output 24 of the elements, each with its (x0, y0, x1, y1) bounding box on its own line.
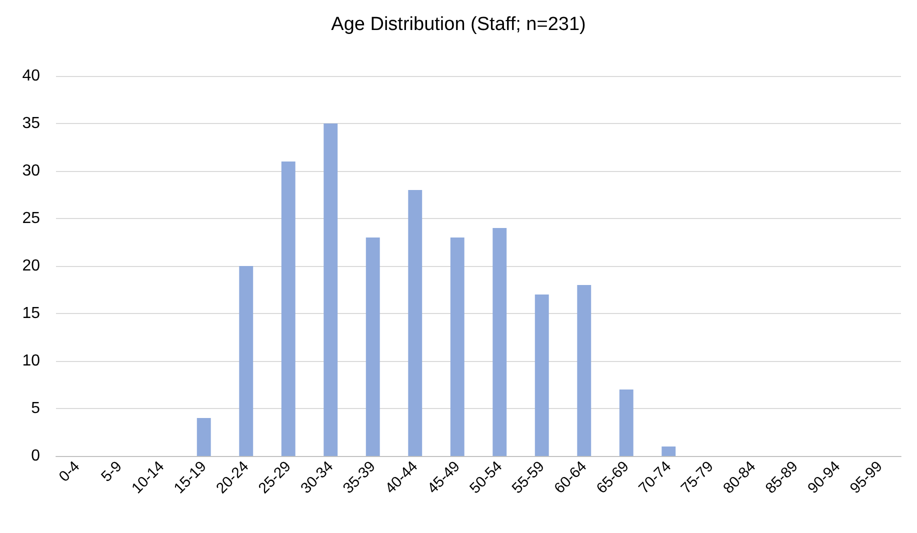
bar (324, 124, 338, 456)
bar (534, 294, 549, 456)
y-tick-label: 30 (22, 162, 40, 180)
y-tick-label: 20 (22, 258, 40, 274)
bar (492, 228, 507, 456)
bar (619, 390, 634, 456)
x-tick-label: 5-9 (98, 458, 126, 486)
y-tick-label: 40 (22, 68, 40, 84)
bar (577, 285, 592, 456)
bar (450, 238, 464, 456)
bar (662, 446, 676, 456)
bar (196, 418, 211, 456)
chart-title: Age Distribution (Staff; n=231) (331, 14, 586, 35)
y-tick-label: 5 (31, 400, 40, 417)
bar (281, 162, 296, 456)
y-tick-label: 15 (22, 305, 40, 322)
bar (408, 190, 422, 456)
y-tick-label: 10 (22, 352, 40, 370)
y-tick-label: 35 (22, 115, 40, 132)
bar (239, 266, 254, 456)
y-tick-label: 0 (31, 448, 40, 464)
x-tick-label: 0-4 (56, 458, 84, 486)
bar (366, 238, 380, 456)
y-tick-label: 25 (22, 210, 40, 227)
